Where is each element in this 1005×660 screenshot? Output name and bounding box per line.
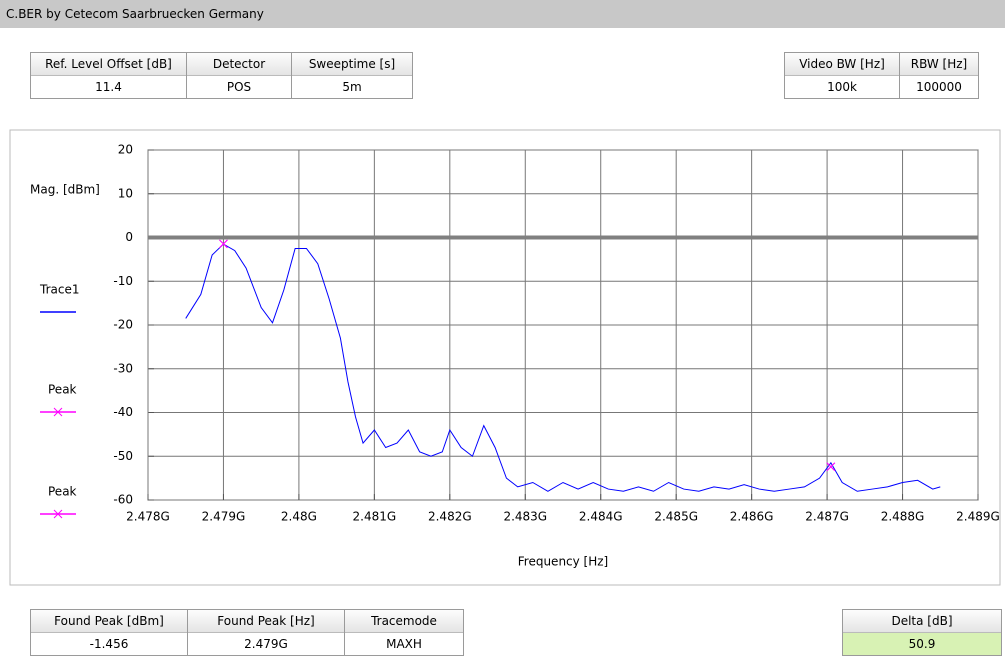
- x-tick-label: 2.48G: [281, 510, 317, 524]
- peak-marker: [219, 239, 228, 249]
- y-tick-label: -30: [113, 361, 133, 375]
- column-header: Found Peak [Hz]: [188, 610, 344, 633]
- x-tick-label: 2.488G: [881, 510, 925, 524]
- x-axis-label: Frequency [Hz]: [518, 555, 609, 569]
- x-tick-label: 2.489G: [956, 510, 1000, 524]
- cell-value: 50.9: [843, 633, 1001, 655]
- y-axis-label: Mag. [dBm]: [30, 183, 100, 197]
- chart: Mag. [dBm] Frequency [Hz] -60 -50 -40 -30 -2…: [9, 129, 1001, 586]
- table-column: Found Peak [dBm] -1.456: [30, 609, 188, 656]
- column-header: RBW [Hz]: [900, 53, 978, 76]
- x-tick-label: 2.486G: [730, 510, 774, 524]
- cell-value: 100000: [900, 76, 978, 98]
- column-header: Video BW [Hz]: [785, 53, 899, 76]
- column-header: Ref. Level Offset [dB]: [31, 53, 186, 76]
- column-header: Sweeptime [s]: [292, 53, 412, 76]
- cell-value: POS: [187, 76, 291, 98]
- table-column: Detector POS: [186, 52, 292, 99]
- legend-marker: [53, 509, 63, 519]
- y-tick-label: -40: [113, 405, 133, 419]
- x-tick-label: 2.484G: [579, 510, 623, 524]
- table-column: Video BW [Hz] 100k: [784, 52, 900, 99]
- info-table: Found Peak [dBm] -1.456 Found Peak [Hz] 2.4…: [30, 609, 464, 656]
- info-table: Delta [dB] 50.9: [842, 609, 1002, 656]
- legend-label: Peak: [48, 383, 77, 397]
- x-tick-label: 2.478G: [126, 510, 170, 524]
- peak-marker: [826, 462, 836, 472]
- y-tick-label: -60: [113, 493, 133, 507]
- cell-value: 5m: [292, 76, 412, 98]
- x-tick-label: 2.485G: [654, 510, 698, 524]
- column-header: Detector: [187, 53, 291, 76]
- y-tick-label: -10: [113, 274, 133, 288]
- cell-value: MAXH: [345, 633, 463, 655]
- cell-value: 11.4: [31, 76, 186, 98]
- table-column: Ref. Level Offset [dB] 11.4: [30, 52, 187, 99]
- legend-marker: [53, 407, 63, 417]
- cell-value: -1.456: [31, 633, 187, 655]
- y-tick-label: 20: [118, 143, 133, 157]
- x-tick-label: 2.487G: [805, 510, 849, 524]
- legend-label: Peak: [48, 485, 77, 499]
- info-table: Ref. Level Offset [dB] 11.4 Detector POS Swe…: [30, 52, 413, 99]
- cell-value: 100k: [785, 76, 899, 98]
- table-column: Sweeptime [s] 5m: [291, 52, 413, 99]
- x-tick-label: 2.479G: [202, 510, 246, 524]
- x-tick-label: 2.481G: [353, 510, 397, 524]
- y-tick-label: -50: [113, 449, 133, 463]
- app-title: C.BER by Cetecom Saarbruecken Germany: [0, 0, 1005, 28]
- x-tick-label: 2.483G: [503, 510, 547, 524]
- trace-line: [185, 243, 941, 492]
- y-tick-label: -20: [113, 318, 133, 332]
- info-table: Video BW [Hz] 100k RBW [Hz] 100000: [784, 52, 979, 99]
- column-header: Found Peak [dBm]: [31, 610, 187, 633]
- table-column: Delta [dB] 50.9: [842, 609, 1002, 656]
- y-tick-label: 0: [125, 230, 133, 244]
- table-column: Found Peak [Hz] 2.479G: [187, 609, 345, 656]
- column-header: Tracemode: [345, 610, 463, 633]
- table-column: Tracemode MAXH: [344, 609, 464, 656]
- x-tick-label: 2.482G: [428, 510, 472, 524]
- column-header: Delta [dB]: [843, 610, 1001, 633]
- y-tick-label: 10: [118, 186, 133, 200]
- cell-value: 2.479G: [188, 633, 344, 655]
- table-column: RBW [Hz] 100000: [899, 52, 979, 99]
- legend-label: Trace1: [39, 283, 79, 297]
